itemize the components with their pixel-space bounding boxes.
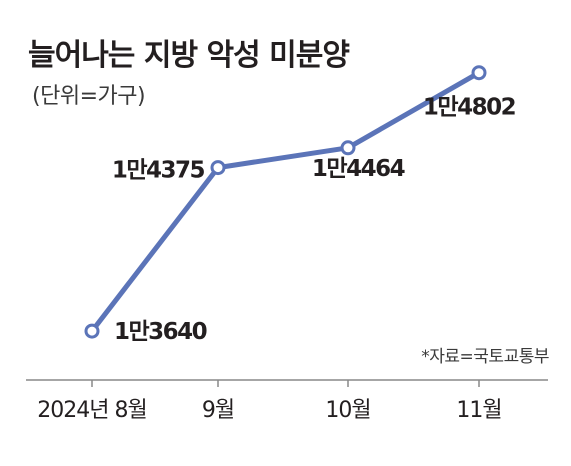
chart-title: 늘어나는 지방 악성 미분양 — [28, 38, 350, 73]
unit-note: (단위=가구) — [32, 84, 146, 109]
data-label-0: 1만3640 — [114, 319, 207, 345]
data-point-0 — [84, 323, 100, 339]
data-point-3 — [471, 65, 487, 81]
data-label-2: 1만4464 — [312, 156, 405, 182]
series-line — [89, 70, 482, 334]
data-point-2 — [340, 140, 356, 156]
data-point-1 — [210, 160, 226, 176]
x-tick-label-2: 10월 — [325, 398, 370, 423]
data-label-1: 1만4375 — [112, 158, 205, 184]
x-tick-label-0: 2024년 8월 — [37, 398, 146, 423]
x-tick-label-1: 9월 — [202, 398, 234, 423]
x-tick-label-3: 11월 — [456, 398, 501, 423]
data-label-3: 1만4802 — [423, 95, 515, 121]
source-note: *자료=국토교통부 — [421, 347, 549, 367]
